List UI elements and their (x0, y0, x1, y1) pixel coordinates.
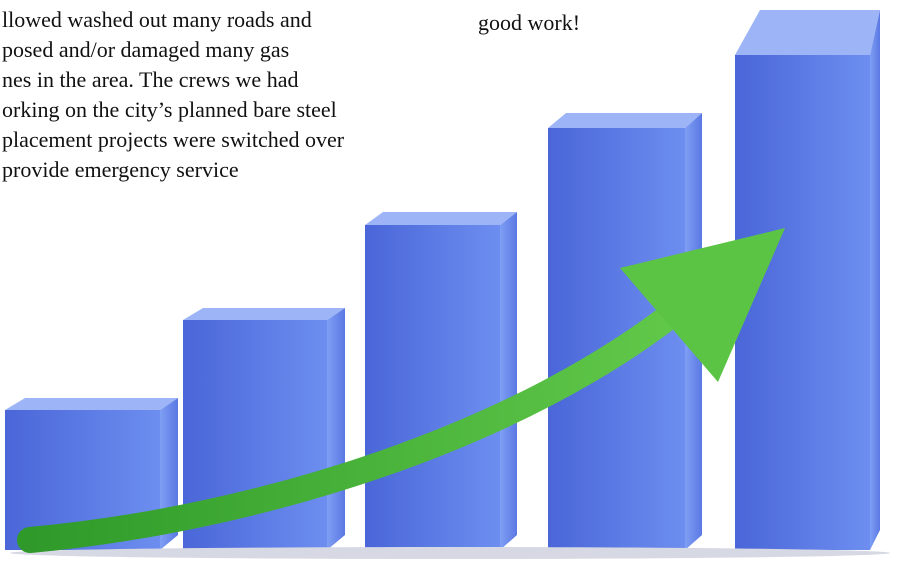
text-line: placement projects were switched over (2, 127, 345, 152)
text-line: good work! (478, 10, 580, 35)
bar-top (5, 398, 178, 410)
bar-front (735, 55, 870, 550)
bar-top (735, 10, 880, 55)
document-view: llowed washed out many roads and posed an… (0, 0, 912, 563)
text-line: llowed washed out many roads and (2, 7, 312, 32)
text-line: provide emergency service (2, 157, 239, 182)
text-line: posed and/or damaged many gas (2, 37, 289, 62)
page: llowed washed out many roads and posed an… (0, 0, 912, 563)
bar-front (365, 225, 500, 550)
bar-top (365, 212, 517, 225)
bar-side (327, 308, 345, 550)
text-line: nes in the area. The crews we had (2, 67, 298, 92)
text-block: llowed washed out many roads and posed an… (2, 7, 345, 182)
bar-top (548, 113, 702, 128)
bar-side (500, 212, 517, 550)
bar-side (870, 10, 880, 550)
text-line: orking on the city’s planned bare steel (2, 97, 337, 122)
shadow (10, 547, 890, 559)
bar-illustration (5, 10, 890, 559)
bar-top (183, 308, 345, 320)
